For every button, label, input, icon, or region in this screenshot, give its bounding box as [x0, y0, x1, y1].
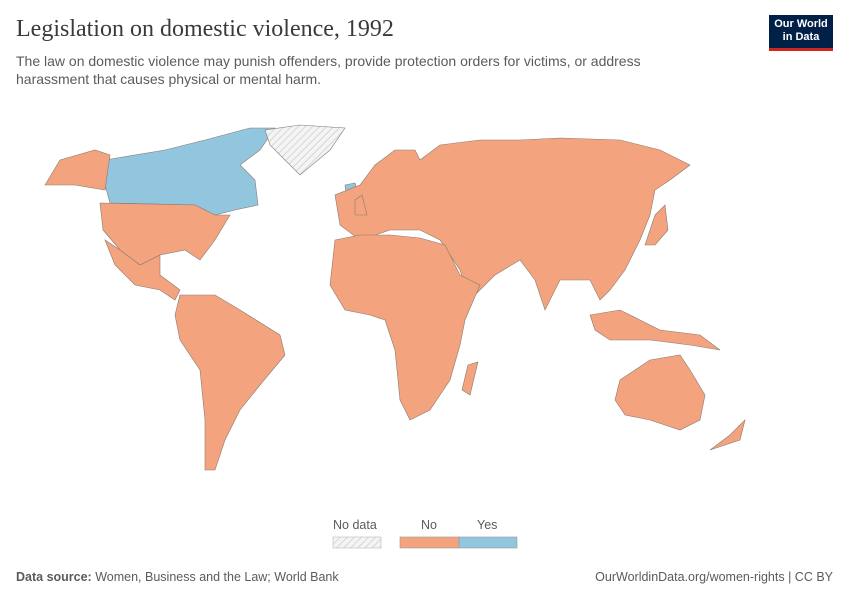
source-text: Women, Business and the Law; World Bank	[95, 570, 339, 584]
country-united-states[interactable]	[99, 202, 231, 266]
legend-no-swatch	[399, 536, 460, 549]
country-alaska[interactable]	[44, 149, 111, 191]
owid-logo[interactable]: Our World in Data	[769, 15, 833, 51]
legend-no-data-swatch	[332, 536, 382, 549]
chart-title: Legislation on domestic violence, 1992	[16, 16, 394, 42]
country-new-zealand[interactable]	[709, 419, 746, 451]
data-source: Data source: Women, Business and the Law…	[16, 570, 339, 584]
logo-line-1: Our World	[774, 18, 828, 30]
footer-link[interactable]: OurWorldinData.org/women-rights | CC BY	[595, 570, 833, 584]
country-europe-and-asia[interactable]	[589, 309, 721, 351]
country-europe-and-asia[interactable]	[354, 194, 368, 216]
country-japan[interactable]	[644, 204, 669, 246]
country-south-america[interactable]	[174, 294, 286, 471]
country-australia[interactable]	[614, 354, 706, 431]
legend-yes-swatch	[458, 536, 518, 549]
logo-line-2: in Data	[782, 31, 820, 43]
legend-yes-label: Yes	[477, 518, 498, 532]
country-africa[interactable]	[329, 234, 481, 421]
country-canada[interactable]	[104, 127, 276, 216]
chart-subtitle: The law on domestic violence may punish …	[16, 53, 641, 87]
legend-no-label: No	[421, 518, 437, 532]
legend-no-data-label: No data	[333, 518, 377, 532]
country-africa[interactable]	[461, 361, 479, 396]
country-greenland[interactable]	[264, 124, 346, 176]
country-mexico-and-central-america[interactable]	[104, 239, 181, 301]
source-label: Data source:	[16, 570, 92, 584]
